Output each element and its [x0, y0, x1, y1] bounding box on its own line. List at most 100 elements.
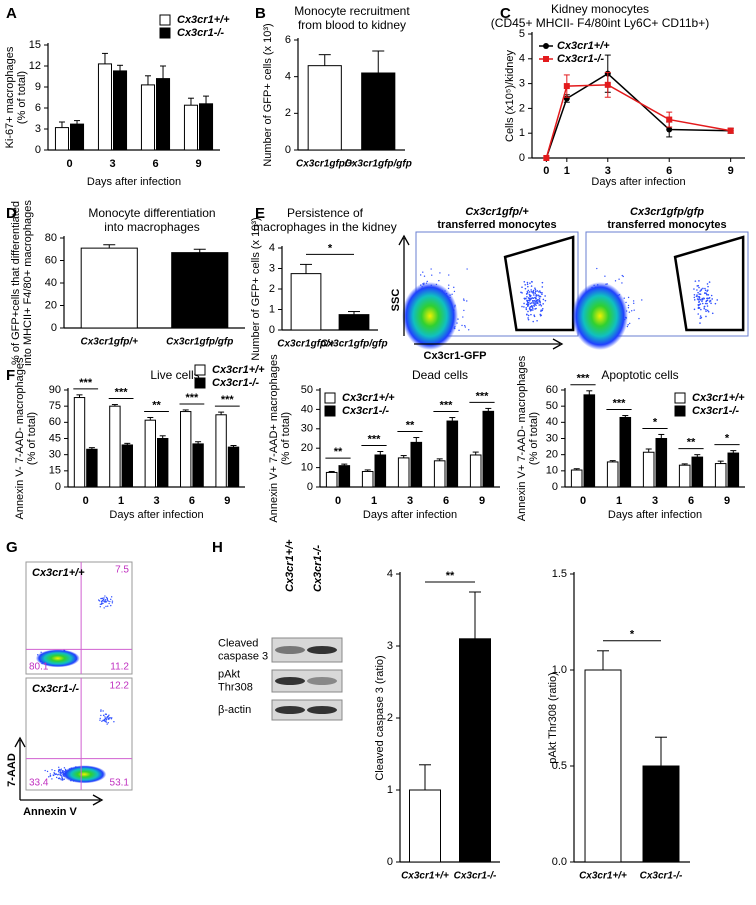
bar: [446, 420, 459, 488]
flow-dot: [703, 297, 705, 300]
flow-dot: [596, 267, 598, 270]
significance-label: *: [725, 433, 730, 445]
bar: [570, 469, 583, 488]
bar: [325, 471, 338, 488]
flow-dot: [58, 766, 60, 769]
flow-dot: [100, 710, 102, 712]
flow-dot: [525, 293, 528, 295]
flow-dot: [627, 324, 629, 326]
bar: [54, 127, 70, 151]
legend-swatch: [543, 56, 549, 62]
flow-dot: [693, 293, 696, 296]
flow-gate: [673, 235, 745, 332]
flow-dot: [706, 283, 709, 285]
flow-dot: [536, 290, 539, 292]
flow-dot: [529, 305, 532, 308]
flow-dot: [540, 310, 542, 312]
bar: [374, 454, 387, 488]
y-tick-label: 60: [546, 384, 558, 396]
y-axis-label: Cleaved caspase 3 (ratio): [374, 655, 386, 780]
flow-dot: [439, 272, 441, 274]
x-tick-label: Cx3cr1-/-: [454, 871, 497, 882]
flow-dot: [544, 295, 546, 297]
flow-dot: [534, 287, 536, 289]
flow-dot: [633, 309, 635, 311]
flow-dot: [533, 304, 535, 307]
flow-dot: [100, 600, 103, 603]
x-tick-label: 0: [335, 495, 341, 507]
flow-dot: [101, 720, 103, 723]
flow-dot: [697, 313, 700, 315]
y-axis-label: pAkt Thr308 (ratio): [547, 672, 559, 764]
y-tick-label: 0: [285, 144, 291, 156]
significance-label: ***: [368, 433, 382, 445]
y-tick-label: 4: [387, 568, 393, 580]
y-axis-label: Annexin V+ 7-AAD- macrophages: [516, 355, 528, 521]
flow-dot: [57, 774, 59, 776]
axis-label: Cx3cr1-GFP: [424, 350, 487, 362]
flow-dot: [60, 768, 63, 770]
flow-dot: [60, 779, 62, 781]
flow-dot: [48, 776, 50, 778]
blot-column: Cx3cr1+/+: [284, 539, 296, 592]
y-tick-label: 15: [29, 39, 41, 51]
legend-swatch: [159, 14, 171, 26]
flow-dot: [693, 296, 696, 299]
flow-dot: [627, 304, 630, 307]
flow-dot: [716, 299, 719, 301]
flow-dot: [59, 768, 61, 771]
flow-dot: [106, 599, 109, 601]
flow-dot: [103, 607, 105, 609]
y-tick-label: 20: [45, 299, 57, 311]
flow-dot: [466, 300, 468, 302]
x-tick-label: 6: [443, 495, 449, 507]
flow-dot: [107, 722, 109, 724]
flow-dot: [534, 288, 537, 291]
bar: [144, 419, 157, 488]
bar: [97, 63, 112, 151]
flow-dot: [628, 311, 631, 313]
x-tick-label: 3: [153, 495, 159, 507]
flow-dot: [701, 302, 704, 305]
flow-dot: [59, 774, 61, 776]
flow-dot: [542, 303, 544, 305]
x-tick-label: 6: [688, 495, 694, 507]
flow-dot: [693, 288, 695, 290]
flow-dot: [458, 329, 460, 332]
y-tick-label: 1: [519, 127, 525, 139]
y-tick-label: 3: [35, 123, 41, 135]
flow-dot: [711, 298, 713, 300]
flow-dot: [106, 598, 109, 600]
flow-dot: [102, 710, 104, 712]
bar: [678, 464, 691, 488]
x-tick-label: 9: [224, 495, 230, 507]
x-axis-label: Days after infection: [608, 509, 702, 521]
flow-dot: [707, 285, 709, 288]
y-tick-label: 30: [546, 432, 558, 444]
bar: [606, 461, 619, 488]
flow-dot: [539, 290, 541, 292]
quadrant-value: 80.1: [29, 662, 49, 673]
flow-dot: [705, 308, 707, 311]
flow-dot: [109, 717, 111, 719]
chart-title: Apoptotic cells: [601, 368, 678, 382]
blot-band: [275, 677, 305, 685]
significance-label: ***: [79, 377, 93, 389]
flow-dot: [105, 720, 107, 722]
legend-label: Cx3cr1+/+: [177, 14, 230, 26]
flow-dot: [698, 280, 700, 282]
x-tick-label: 0: [83, 495, 89, 507]
blot-band: [307, 677, 337, 685]
flow-dot: [107, 600, 109, 602]
flow-dot: [49, 775, 52, 777]
flow-dot: [463, 309, 465, 312]
arrow-head: [552, 338, 564, 350]
flow-dot: [532, 307, 534, 309]
flow-dot: [703, 307, 706, 310]
flow-dot: [697, 295, 699, 298]
x-tick-label: 6: [152, 158, 158, 170]
panel-letter: G: [6, 539, 18, 556]
flow-dot: [530, 297, 533, 300]
x-tick-label: Cx3cr1gfp/+: [277, 339, 335, 350]
chart-title: Kidney monocytes: [551, 2, 649, 16]
